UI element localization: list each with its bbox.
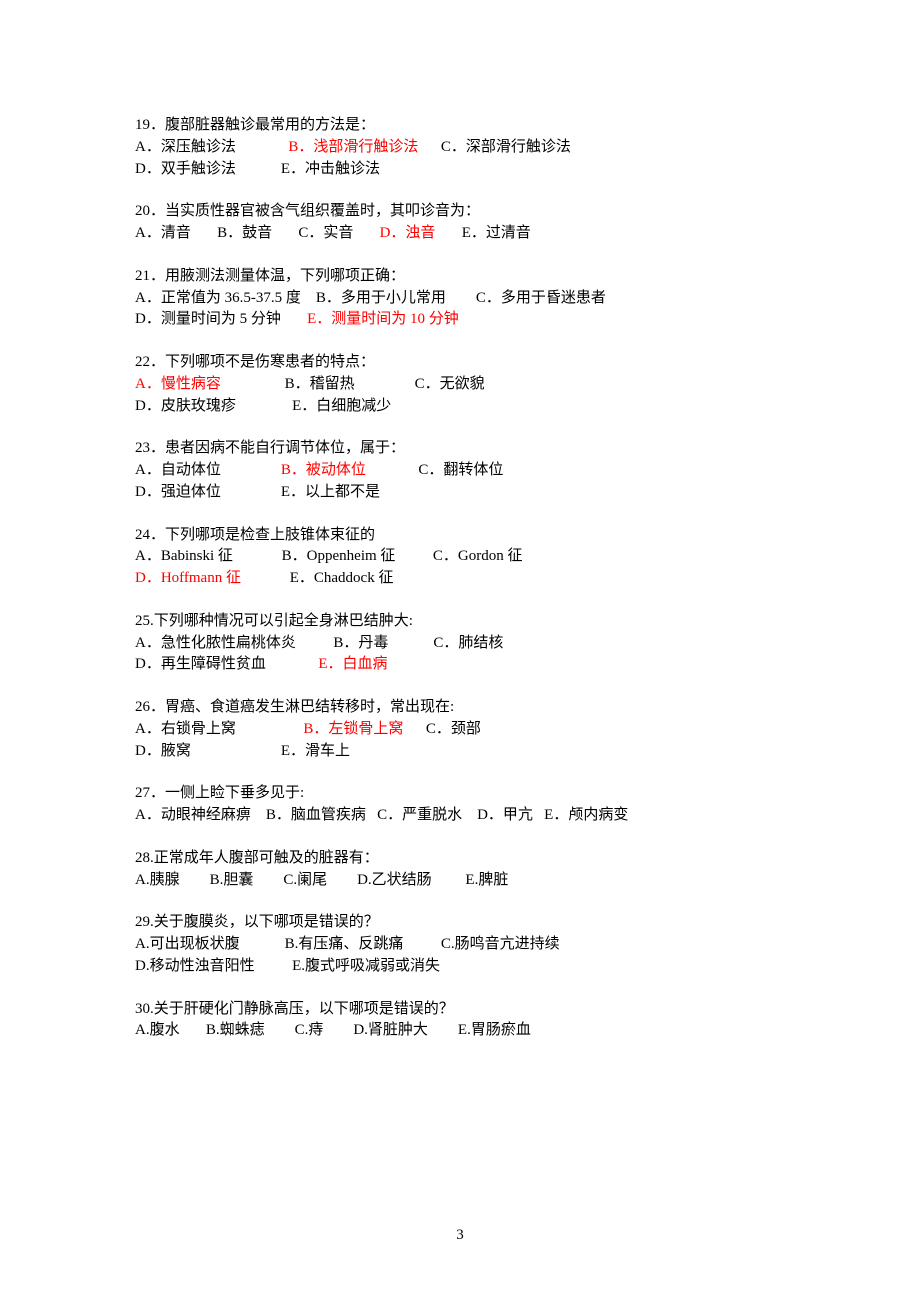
option-text: A．右锁骨上窝 <box>135 721 303 737</box>
option-text: D．测量时间为 5 分钟 <box>135 311 307 327</box>
option-row: A．慢性病容 B．稽留热 C．无欲貌 <box>135 374 785 396</box>
question-stem: 30.关于肝硬化门静脉高压，以下哪项是错误的？ <box>135 999 785 1021</box>
question-stem: 26．胃癌、食道癌发生淋巴结转移时，常出现在: <box>135 697 785 719</box>
question-block: 20．当实质性器官被含气组织覆盖时，其叩诊音为：A．清音 B．鼓音 C．实音 D… <box>135 201 785 245</box>
option-row: D．强迫体位 E．以上都不是 <box>135 482 785 504</box>
option-text: A．急性化脓性扁桃体炎 B．丹毒 C．肺结核 <box>135 635 503 651</box>
option-text: D．再生障碍性贫血 <box>135 656 318 672</box>
option-text: D．皮肤玫瑰疹 E．白细胞减少 <box>135 398 391 414</box>
question-block: 22．下列哪项不是伤寒患者的特点：A．慢性病容 B．稽留热 C．无欲貌D．皮肤玫… <box>135 352 785 417</box>
option-row: D．双手触诊法 E．冲击触诊法 <box>135 159 785 181</box>
question-stem: 28.正常成年人腹部可触及的脏器有： <box>135 848 785 870</box>
option-answer: E．测量时间为 10 分钟 <box>307 311 459 327</box>
question-stem: 29.关于腹膜炎，以下哪项是错误的？ <box>135 912 785 934</box>
option-row: A．右锁骨上窝 B．左锁骨上窝 C．颈部 <box>135 719 785 741</box>
question-block: 25.下列哪种情况可以引起全身淋巴结肿大: A．急性化脓性扁桃体炎 B．丹毒 C．… <box>135 611 785 676</box>
option-row: A．自动体位 B．被动体位 C．翻转体位 <box>135 460 785 482</box>
option-text: A．清音 B．鼓音 C．实音 <box>135 225 380 241</box>
option-text: D.移动性浊音阳性 E.腹式呼吸减弱或消失 <box>135 958 440 974</box>
option-row: D.移动性浊音阳性 E.腹式呼吸减弱或消失 <box>135 956 785 978</box>
option-text: C．颈部 <box>403 721 481 737</box>
option-answer: A．慢性病容 <box>135 376 221 392</box>
option-row: A.腹水 B.蜘蛛痣 C.痔 D.肾脏肿大 E.胃肠瘀血 <box>135 1020 785 1042</box>
option-text: A．Babinski 征 B．Oppenheim 征 C．Gordon 征 <box>135 548 523 564</box>
option-text: A.腹水 B.蜘蛛痣 C.痔 D.肾脏肿大 E.胃肠瘀血 <box>135 1022 531 1038</box>
page-number: 3 <box>0 1225 920 1247</box>
option-row: D．皮肤玫瑰疹 E．白细胞减少 <box>135 396 785 418</box>
option-answer: D．Hoffmann 征 <box>135 570 241 586</box>
option-text: D．双手触诊法 E．冲击触诊法 <box>135 161 380 177</box>
option-answer: B．左锁骨上窝 <box>303 721 403 737</box>
option-row: A.胰腺 B.胆囊 C.阑尾 D.乙状结肠 E.脾脏 <box>135 870 785 892</box>
option-text: C．翻转体位 <box>366 462 504 478</box>
option-text: D．强迫体位 E．以上都不是 <box>135 484 380 500</box>
option-row: D．Hoffmann 征 E．Chaddock 征 <box>135 568 785 590</box>
question-block: 30.关于肝硬化门静脉高压，以下哪项是错误的？A.腹水 B.蜘蛛痣 C.痔 D.… <box>135 999 785 1043</box>
question-stem: 19．腹部脏器触诊最常用的方法是： <box>135 115 785 137</box>
option-row: A．动眼神经麻痹 B．脑血管疾病 C．严重脱水 D．甲亢 E．颅内病变 <box>135 805 785 827</box>
question-stem: 22．下列哪项不是伤寒患者的特点： <box>135 352 785 374</box>
question-stem: 27．一侧上睑下垂多见于: <box>135 783 785 805</box>
option-answer: B．被动体位 <box>281 462 366 478</box>
question-stem: 25.下列哪种情况可以引起全身淋巴结肿大: <box>135 611 785 633</box>
option-row: D．再生障碍性贫血 E．白血病 <box>135 654 785 676</box>
question-block: 29.关于腹膜炎，以下哪项是错误的？ A.可出现板状腹 B.有压痛、反跳痛 C.肠… <box>135 912 785 977</box>
option-answer: B．浅部滑行触诊法 <box>288 139 418 155</box>
question-block: 19．腹部脏器触诊最常用的方法是：A．深压触诊法 B．浅部滑行触诊法 C．深部滑… <box>135 115 785 180</box>
option-text: A．动眼神经麻痹 B．脑血管疾病 C．严重脱水 D．甲亢 E．颅内病变 <box>135 807 628 823</box>
question-stem: 21．用腋测法测量体温，下列哪项正确： <box>135 266 785 288</box>
option-row: A．正常值为 36.5-37.5 度 B．多用于小儿常用 C．多用于昏迷患者 <box>135 288 785 310</box>
option-text: D．腋窝 E．滑车上 <box>135 743 350 759</box>
option-text: E．过清音 <box>435 225 530 241</box>
option-answer: D．浊音 <box>380 225 436 241</box>
option-row: A．Babinski 征 B．Oppenheim 征 C．Gordon 征 <box>135 546 785 568</box>
question-block: 27．一侧上睑下垂多见于: A．动眼神经麻痹 B．脑血管疾病 C．严重脱水 D．甲… <box>135 783 785 827</box>
question-stem: 23．患者因病不能自行调节体位，属于： <box>135 438 785 460</box>
question-block: 21．用腋测法测量体温，下列哪项正确： A．正常值为 36.5-37.5 度 B．… <box>135 266 785 331</box>
option-row: D．腋窝 E．滑车上 <box>135 741 785 763</box>
questions-container: 19．腹部脏器触诊最常用的方法是：A．深压触诊法 B．浅部滑行触诊法 C．深部滑… <box>135 115 785 1042</box>
option-row: A．急性化脓性扁桃体炎 B．丹毒 C．肺结核 <box>135 633 785 655</box>
option-text: A．正常值为 36.5-37.5 度 B．多用于小儿常用 C．多用于昏迷患者 <box>135 290 606 306</box>
option-row: A．深压触诊法 B．浅部滑行触诊法 C．深部滑行触诊法 <box>135 137 785 159</box>
option-text: A.胰腺 B.胆囊 C.阑尾 D.乙状结肠 E.脾脏 <box>135 872 508 888</box>
question-stem: 24．下列哪项是检查上肢锥体束征的 <box>135 525 785 547</box>
option-text: A.可出现板状腹 B.有压痛、反跳痛 C.肠鸣音亢进持续 <box>135 936 560 952</box>
question-block: 26．胃癌、食道癌发生淋巴结转移时，常出现在:A．右锁骨上窝 B．左锁骨上窝 C… <box>135 697 785 762</box>
option-row: A．清音 B．鼓音 C．实音 D．浊音 E．过清音 <box>135 223 785 245</box>
question-block: 24．下列哪项是检查上肢锥体束征的A．Babinski 征 B．Oppenhei… <box>135 525 785 590</box>
option-text: A．深压触诊法 <box>135 139 288 155</box>
option-text: E．Chaddock 征 <box>241 570 393 586</box>
option-row: D．测量时间为 5 分钟 E．测量时间为 10 分钟 <box>135 309 785 331</box>
question-block: 23．患者因病不能自行调节体位，属于：A．自动体位 B．被动体位 C．翻转体位D… <box>135 438 785 503</box>
question-stem: 20．当实质性器官被含气组织覆盖时，其叩诊音为： <box>135 201 785 223</box>
option-text: A．自动体位 <box>135 462 281 478</box>
document-page: 19．腹部脏器触诊最常用的方法是：A．深压触诊法 B．浅部滑行触诊法 C．深部滑… <box>0 0 920 1302</box>
option-text: C．深部滑行触诊法 <box>418 139 571 155</box>
option-text: B．稽留热 C．无欲貌 <box>221 376 485 392</box>
option-row: A.可出现板状腹 B.有压痛、反跳痛 C.肠鸣音亢进持续 <box>135 934 785 956</box>
option-answer: E．白血病 <box>318 656 387 672</box>
question-block: 28.正常成年人腹部可触及的脏器有： A.胰腺 B.胆囊 C.阑尾 D.乙状结肠 … <box>135 848 785 892</box>
